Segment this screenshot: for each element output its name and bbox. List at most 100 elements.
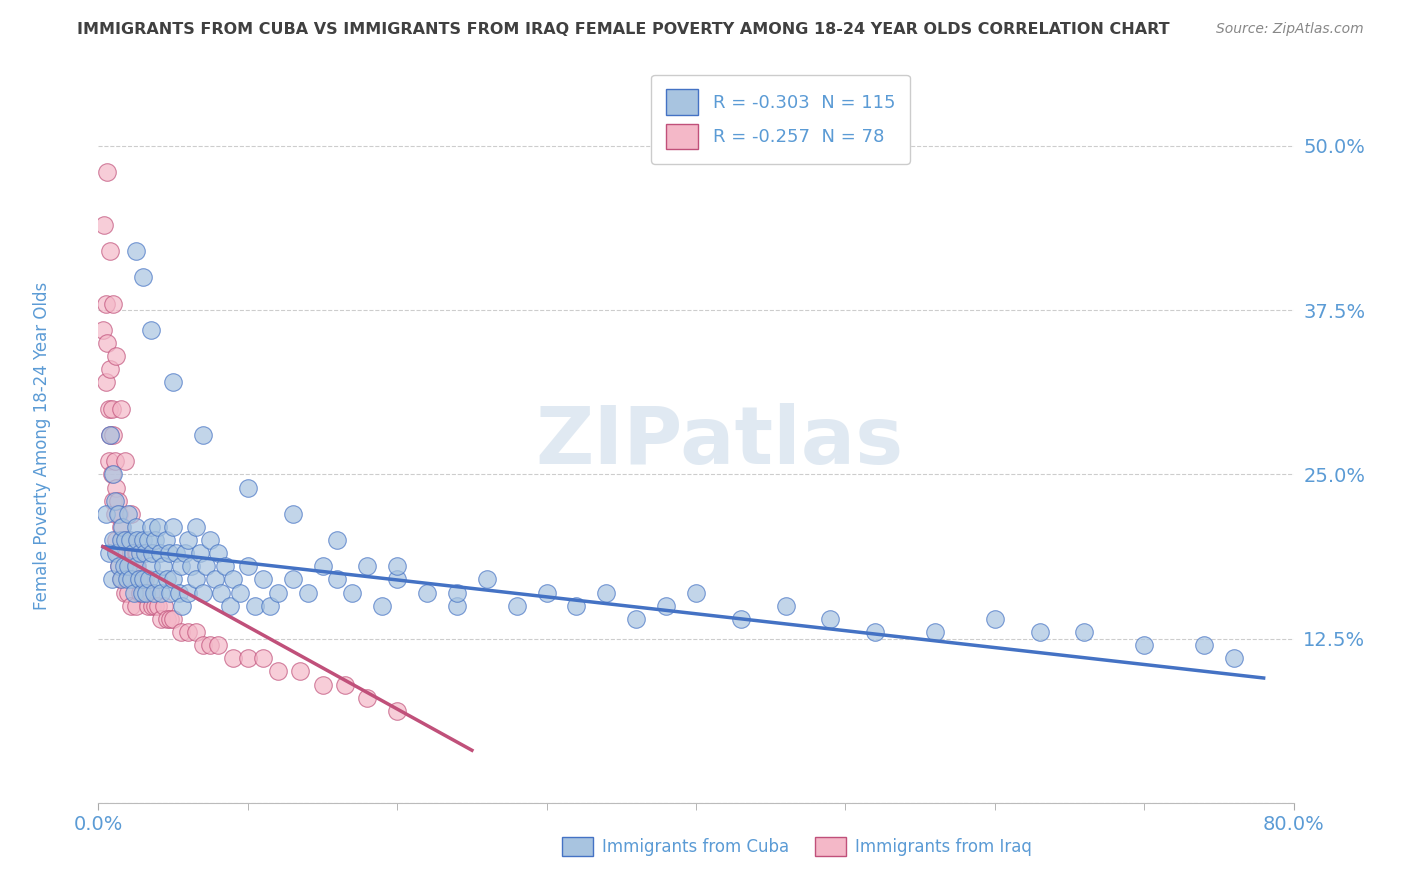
Point xyxy=(103,296,125,310)
Point xyxy=(107,546,129,560)
Point xyxy=(141,599,163,613)
Point xyxy=(131,585,153,599)
Point xyxy=(121,559,143,574)
Point xyxy=(121,546,143,560)
Text: Female Poverty Among 18-24 Year Olds: Female Poverty Among 18-24 Year Olds xyxy=(34,282,51,610)
Point xyxy=(143,533,166,547)
Point xyxy=(775,599,797,613)
Point xyxy=(152,559,174,574)
Point xyxy=(162,376,184,390)
Point xyxy=(136,533,159,547)
Point xyxy=(110,573,132,587)
Point xyxy=(120,573,142,587)
Point xyxy=(127,546,149,560)
Point xyxy=(129,585,152,599)
Text: Immigrants from Cuba: Immigrants from Cuba xyxy=(602,838,789,855)
Point xyxy=(655,599,678,613)
Point xyxy=(134,573,156,587)
Point xyxy=(107,493,129,508)
Point xyxy=(127,559,149,574)
Point xyxy=(156,612,179,626)
Point xyxy=(117,533,139,547)
Point xyxy=(135,585,157,599)
Point xyxy=(105,481,128,495)
Point xyxy=(267,665,290,679)
Point xyxy=(103,493,125,508)
Point xyxy=(91,323,114,337)
Point xyxy=(820,612,842,626)
Point xyxy=(117,559,139,574)
Point xyxy=(156,573,179,587)
Point xyxy=(110,401,132,416)
Point xyxy=(103,533,125,547)
Point xyxy=(150,585,173,599)
Point xyxy=(120,546,142,560)
Point xyxy=(131,573,153,587)
Point xyxy=(252,573,274,587)
Point xyxy=(125,244,148,258)
Point xyxy=(124,585,146,599)
Point xyxy=(111,533,134,547)
Point xyxy=(172,599,194,613)
Point xyxy=(236,481,259,495)
Point xyxy=(120,599,142,613)
Point xyxy=(297,585,319,599)
Point xyxy=(108,559,131,574)
Point xyxy=(98,362,122,376)
Point xyxy=(94,296,117,310)
Point xyxy=(184,520,207,534)
Point xyxy=(148,573,170,587)
Point xyxy=(132,573,155,587)
Point xyxy=(127,533,149,547)
Point xyxy=(134,546,156,560)
Point xyxy=(97,454,120,468)
Point xyxy=(110,520,132,534)
Point xyxy=(180,559,202,574)
Point xyxy=(138,573,160,587)
Point xyxy=(110,533,132,547)
Point xyxy=(446,599,468,613)
Point xyxy=(128,573,150,587)
Point xyxy=(162,520,184,534)
Point xyxy=(112,559,135,574)
Point xyxy=(104,454,127,468)
Point xyxy=(111,573,134,587)
Point xyxy=(105,546,128,560)
Point xyxy=(229,585,252,599)
Point xyxy=(148,599,170,613)
Point xyxy=(169,625,191,640)
Point xyxy=(115,573,138,587)
Point xyxy=(371,599,394,613)
Point xyxy=(236,559,259,574)
Point xyxy=(207,546,229,560)
Point xyxy=(132,533,155,547)
Point xyxy=(108,559,131,574)
Point xyxy=(125,546,148,560)
Point xyxy=(165,546,187,560)
Point xyxy=(200,533,222,547)
Point xyxy=(128,573,150,587)
Point xyxy=(98,244,122,258)
Point xyxy=(96,165,118,179)
Point xyxy=(356,690,378,705)
Point xyxy=(267,585,290,599)
Point xyxy=(222,573,245,587)
Point xyxy=(207,638,229,652)
Point xyxy=(153,599,176,613)
Point xyxy=(101,401,124,416)
Point xyxy=(174,546,197,560)
Point xyxy=(236,651,259,665)
Point xyxy=(159,585,181,599)
Point xyxy=(129,546,152,560)
Point xyxy=(1028,625,1050,640)
Text: IMMIGRANTS FROM CUBA VS IMMIGRANTS FROM IRAQ FEMALE POVERTY AMONG 18-24 YEAR OLD: IMMIGRANTS FROM CUBA VS IMMIGRANTS FROM … xyxy=(77,22,1170,37)
Point xyxy=(245,599,267,613)
Point xyxy=(93,218,115,232)
Point xyxy=(356,559,378,574)
Point xyxy=(101,467,124,482)
Point xyxy=(565,599,588,613)
Point xyxy=(139,520,162,534)
Point xyxy=(105,533,128,547)
Point xyxy=(117,507,139,521)
Point xyxy=(167,585,190,599)
